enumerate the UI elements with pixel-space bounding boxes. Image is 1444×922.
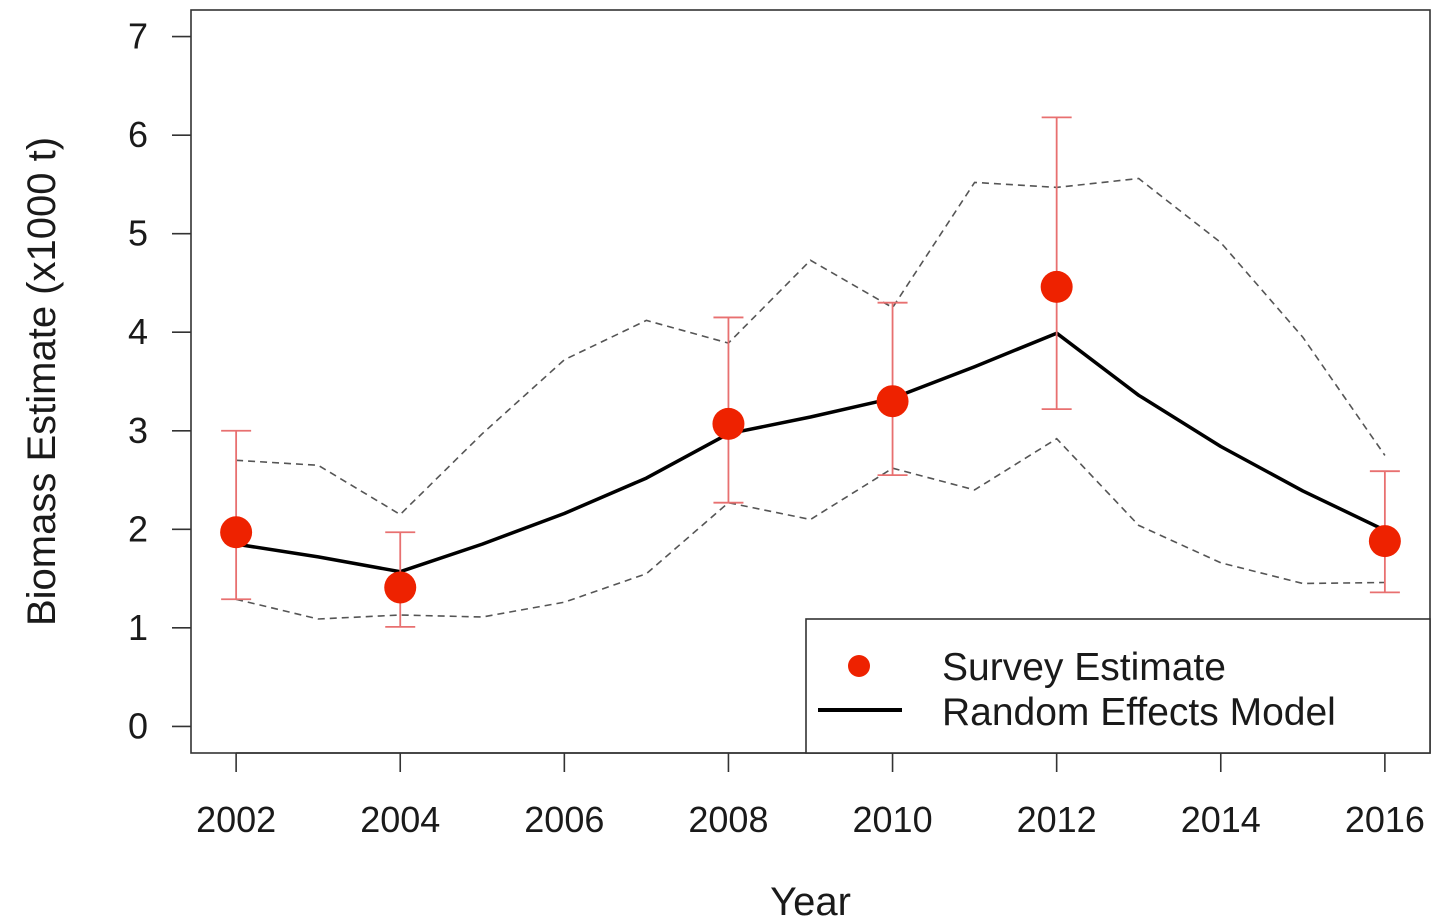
x-tick-label-2016: 2016 xyxy=(1345,799,1425,840)
x-tick-label-2008: 2008 xyxy=(688,799,768,840)
x-tick-label-2010: 2010 xyxy=(853,799,933,840)
y-tick-label-0: 0 xyxy=(128,705,148,746)
x-tick-label-2004: 2004 xyxy=(360,799,440,840)
legend-box xyxy=(805,618,1431,754)
survey-point-2008 xyxy=(712,407,745,440)
x-tick-label-2006: 2006 xyxy=(524,799,604,840)
error-bars xyxy=(221,116,1400,628)
survey-point-2002 xyxy=(220,516,253,549)
survey-point-2010 xyxy=(876,385,909,418)
y-tick-label-6: 6 xyxy=(128,114,148,155)
survey-point-2004 xyxy=(384,571,417,604)
confidence-band-lines xyxy=(235,177,1386,620)
legend-model-label: Random Effects Model xyxy=(942,691,1336,734)
y-tick-label-3: 3 xyxy=(128,410,148,451)
model-line-layer xyxy=(235,331,1386,574)
y-tick-label-4: 4 xyxy=(128,311,148,352)
y-axis: 0 1 2 3 4 5 6 7 xyxy=(128,16,191,746)
y-tick-label-5: 5 xyxy=(128,213,148,254)
y-tick-label-2: 2 xyxy=(128,508,148,549)
x-axis-title: Year xyxy=(770,880,851,922)
survey-points xyxy=(220,270,1401,604)
upper-bound-line xyxy=(236,177,1386,516)
x-tick-label-2012: 2012 xyxy=(1017,799,1097,840)
y-tick-label-1: 1 xyxy=(128,607,148,648)
legend-survey-label: Survey Estimate xyxy=(942,646,1226,689)
error-bar-2012 xyxy=(1041,116,1072,410)
lower-bound-line xyxy=(235,437,1385,620)
survey-point-2016 xyxy=(1368,525,1401,558)
x-tick-label-2002: 2002 xyxy=(196,799,276,840)
y-axis-title: Biomass Estimate (x1000 t) xyxy=(20,137,64,626)
model-line xyxy=(235,331,1386,574)
legend-survey-marker xyxy=(848,655,870,677)
error-bar-2002 xyxy=(221,429,252,601)
legend: Survey Estimate Random Effects Model xyxy=(805,618,1431,754)
y-tick-label-7: 7 xyxy=(128,16,148,57)
x-tick-label-2014: 2014 xyxy=(1181,799,1261,840)
survey-point-2012 xyxy=(1040,270,1073,303)
